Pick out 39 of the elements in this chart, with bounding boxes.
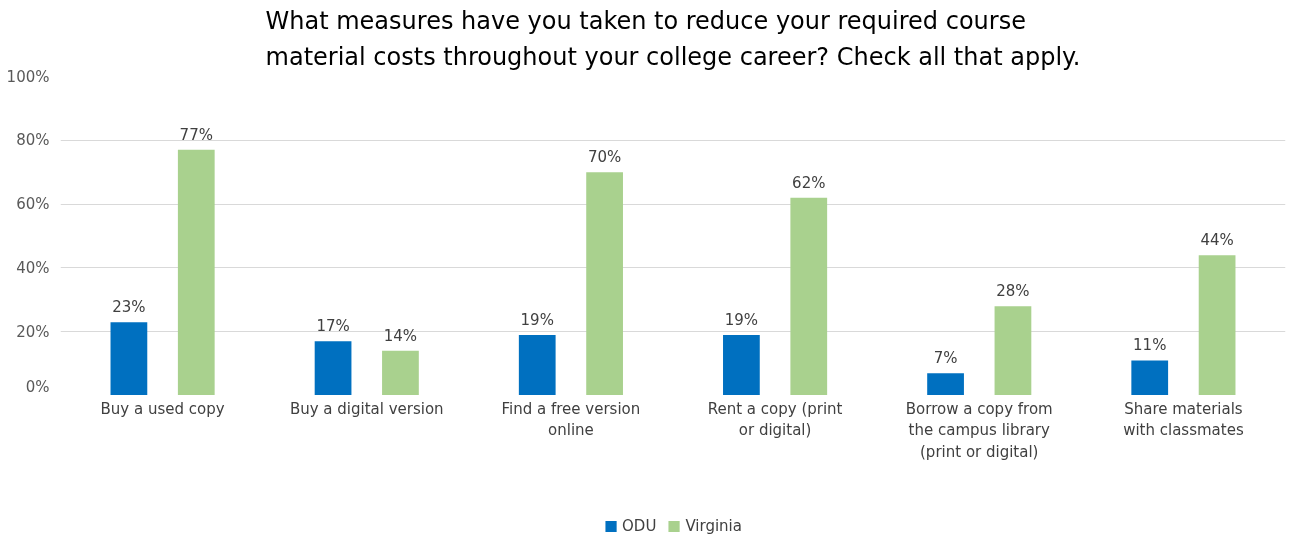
bar xyxy=(723,334,760,395)
data-label: 62% xyxy=(792,173,826,192)
y-tick-label: 20% xyxy=(16,322,50,341)
legend-label: Virginia xyxy=(685,517,742,535)
data-label: 19% xyxy=(520,310,554,329)
bar xyxy=(1198,255,1236,395)
x-tick-label: Share materials with classmates xyxy=(1123,399,1244,440)
bar xyxy=(518,334,556,395)
data-label: 23% xyxy=(112,298,146,317)
legend-label: ODU xyxy=(622,517,657,535)
y-tick-label: 60% xyxy=(16,195,50,214)
x-tick-label: Buy a digital version xyxy=(289,399,444,418)
y-tick-label: 0% xyxy=(25,377,50,396)
data-label: 17% xyxy=(316,317,350,336)
bar xyxy=(1131,360,1169,395)
data-label: 14% xyxy=(383,326,418,345)
data-label: 70% xyxy=(587,148,622,167)
bar xyxy=(110,322,148,395)
chart-title: What measures have you taken to reduce your required course material costs throughout your college career? Check all that apply. xyxy=(265,7,1081,72)
bar xyxy=(927,373,964,395)
y-tick-label: 80% xyxy=(16,131,50,150)
x-tick-label: Buy a used copy xyxy=(100,399,225,418)
x-tick-label: Borrow a copy from the campus library (print or digital) xyxy=(905,399,1053,461)
data-label: 44% xyxy=(1200,231,1234,250)
data-label: 19% xyxy=(724,310,759,329)
bar xyxy=(177,149,215,395)
data-label: 28% xyxy=(996,282,1030,301)
bar xyxy=(314,341,352,395)
y-tick-label: 40% xyxy=(16,258,50,277)
x-tick-label: Rent a copy (print or digital) xyxy=(707,399,843,440)
bar xyxy=(382,350,419,395)
bar xyxy=(790,197,828,395)
x-tick-label: Find a free version online xyxy=(501,399,641,440)
y-tick-label: 100% xyxy=(6,67,50,86)
bar xyxy=(586,172,623,395)
data-label: 7% xyxy=(933,349,958,368)
data-label: 11% xyxy=(1133,336,1167,355)
data-label: 77% xyxy=(179,125,213,144)
bar xyxy=(994,306,1032,395)
